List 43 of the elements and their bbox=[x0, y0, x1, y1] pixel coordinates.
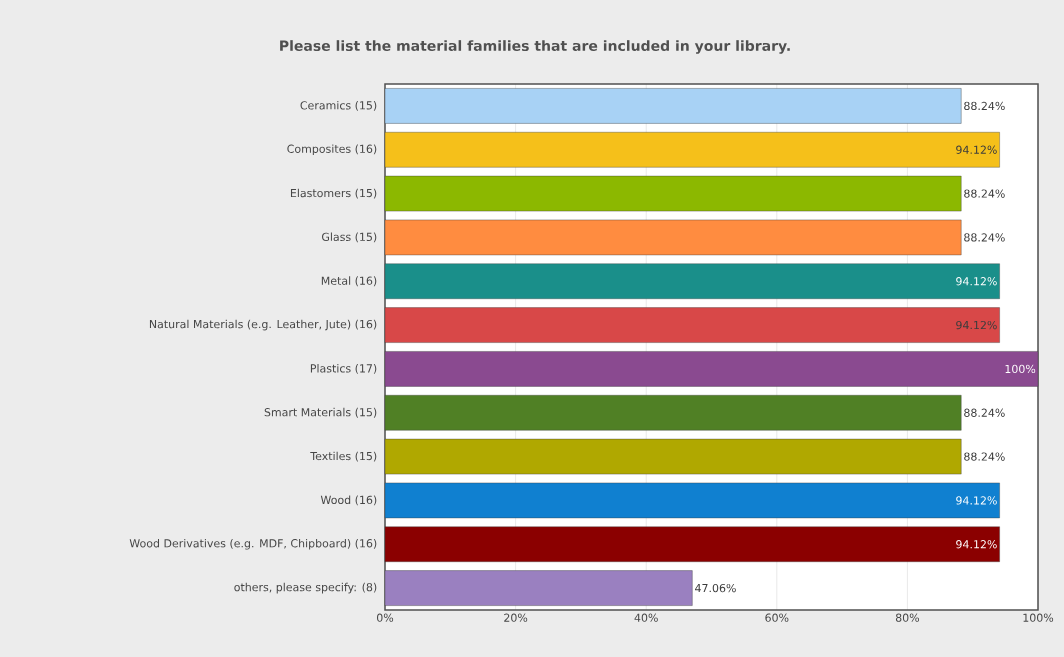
bar bbox=[384, 351, 1039, 387]
bar bbox=[384, 307, 1000, 343]
y-tick-label: others, please specify: (8) bbox=[234, 582, 377, 594]
y-tick-label: Wood Derivatives (e.g. MDF, Chipboard) (16) bbox=[129, 538, 377, 550]
data-label: 88.24% bbox=[964, 189, 1005, 198]
data-label: 88.24% bbox=[964, 452, 1005, 461]
x-tick-label: 20% bbox=[504, 613, 528, 622]
x-tick-label: 0% bbox=[376, 613, 394, 622]
data-label: 94.12% bbox=[956, 320, 997, 330]
bar bbox=[384, 263, 1000, 299]
y-tick-label: Textiles (15) bbox=[310, 451, 377, 462]
y-tick-label: Natural Materials (e.g. Leather, Jute) (16) bbox=[149, 319, 377, 331]
data-label: 94.12% bbox=[956, 496, 997, 505]
data-label: 88.24% bbox=[964, 233, 1005, 242]
y-tick-label: Smart Materials (15) bbox=[264, 407, 377, 418]
bar bbox=[384, 219, 962, 256]
data-label: 100% bbox=[1005, 364, 1036, 374]
y-tick-label: Plastics (17) bbox=[310, 364, 377, 374]
bar bbox=[384, 438, 962, 475]
x-tick-label: 60% bbox=[765, 613, 789, 622]
y-tick-label: Elastomers (15) bbox=[290, 188, 377, 199]
data-label: 94.12% bbox=[956, 277, 997, 286]
bar bbox=[384, 175, 962, 212]
x-tick-label: 40% bbox=[634, 613, 658, 622]
y-tick-label: Metal (16) bbox=[321, 276, 377, 287]
bar bbox=[384, 482, 1000, 519]
chart-title: Please list the material families that are included in your library. bbox=[280, 40, 790, 54]
data-label: 94.12% bbox=[956, 145, 997, 154]
bar bbox=[384, 88, 962, 124]
data-label: 88.24% bbox=[964, 101, 1005, 111]
y-tick-label: Composites (16) bbox=[287, 144, 377, 156]
bar bbox=[384, 395, 962, 431]
y-tick-label: Ceramics (15) bbox=[300, 101, 377, 111]
y-tick-label: Wood (16) bbox=[320, 495, 377, 506]
bar bbox=[384, 570, 693, 606]
bar bbox=[384, 132, 1000, 168]
data-label: 94.12% bbox=[956, 540, 997, 549]
y-tick-label: Glass (15) bbox=[321, 232, 377, 243]
data-label: 88.24% bbox=[964, 408, 1005, 417]
bar bbox=[384, 526, 1000, 562]
x-tick-label: 80% bbox=[895, 613, 920, 622]
data-label: 47.06% bbox=[695, 583, 736, 593]
x-tick-label: 100% bbox=[1023, 613, 1054, 622]
